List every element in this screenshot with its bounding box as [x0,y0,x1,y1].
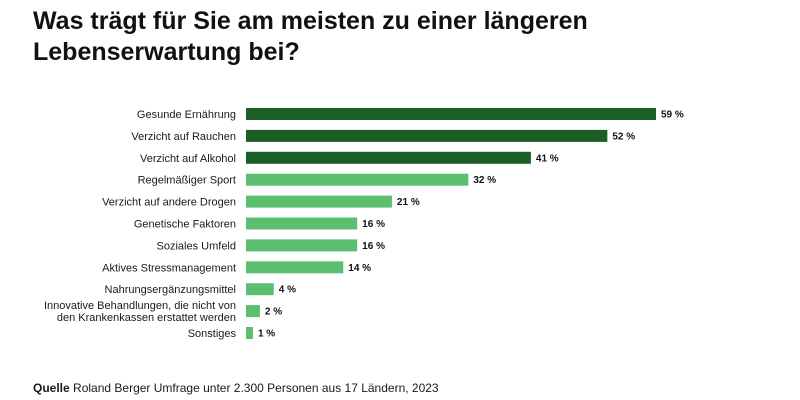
category-label-3: Verzicht auf Alkohol [140,153,236,165]
category-label-10: Innovative Behandlungen, die nicht von de… [44,300,236,324]
value-label-11: 1 % [258,329,275,340]
category-label-line: den Krankenkassen erstattet werden [57,312,236,324]
bar-5 [246,195,392,208]
value-label-3: 41 % [536,153,559,164]
bars-layer: 59 % Gesunde Ernährung 52 % Verzicht auf Ra… [44,108,684,340]
value-label-7: 16 % [362,241,385,252]
bar-10 [246,305,260,318]
bar-9 [246,283,274,296]
value-label-2: 52 % [612,131,635,142]
value-label-10: 2 % [265,307,282,318]
bar-8 [246,261,344,274]
value-label-4: 32 % [473,175,496,186]
category-label-2: Verzicht auf Rauchen [131,131,236,143]
value-label-8: 14 % [348,263,371,274]
bar-2 [246,129,608,142]
bar-11 [246,327,253,339]
source-note: Quelle Roland Berger Umfrage unter 2.300… [33,381,439,395]
source-label: Quelle [33,381,70,395]
bar-3 [246,151,531,164]
category-label-line: Innovative Behandlungen, die nicht von [44,300,236,312]
category-label-11: Sonstiges [188,328,237,340]
chart-title: Was trägt für Sie am meisten zu einer lä… [33,7,588,66]
source-text: Roland Berger Umfrage unter 2.300 Person… [73,381,439,395]
bar-1 [246,108,656,120]
category-label-7: Soziales Umfeld [157,240,236,252]
value-label-9: 4 % [279,285,296,296]
category-label-9: Nahrungsergänzungsmittel [105,284,236,296]
value-label-6: 16 % [362,219,385,230]
category-label-5: Verzicht auf andere Drogen [102,197,236,209]
bar-4 [246,173,469,186]
value-label-1: 59 % [661,110,684,121]
bar-6 [246,217,358,230]
category-label-8: Aktives Stressmanagement [102,262,236,274]
category-label-1: Gesunde Ernährung [137,109,236,121]
category-label-6: Genetische Faktoren [134,219,236,231]
value-label-5: 21 % [397,197,420,208]
bar-7 [246,239,358,252]
category-label-4: Regelmäßiger Sport [138,175,236,187]
